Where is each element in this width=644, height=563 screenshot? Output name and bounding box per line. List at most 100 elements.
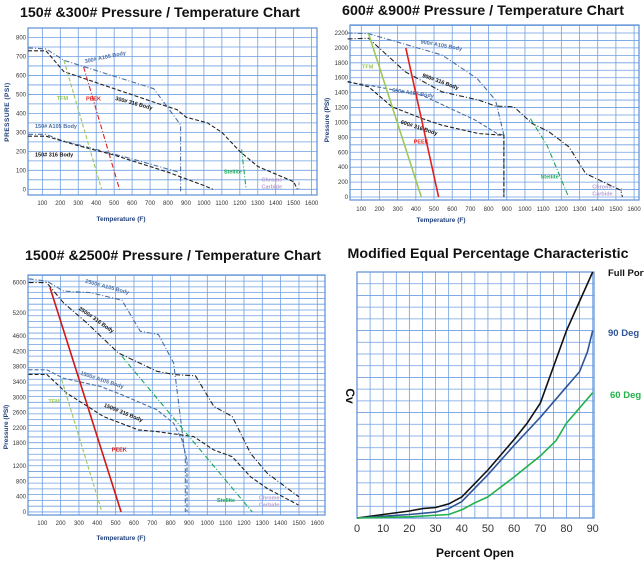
x-axis-label: Temperature (F) [97, 216, 146, 223]
x-tick-label: 1200 [555, 207, 569, 213]
x-axis-label: Temperature (F) [97, 535, 146, 542]
x-tick-label: 200 [56, 521, 67, 527]
plot-area: 100 200 300 400 500 600 700 800 900 1000 1100 1200 1… [16, 27, 319, 207]
series-line-150-316-body [28, 135, 214, 190]
x-tick-label: 100 [37, 201, 48, 207]
series-label-line: Carbide [592, 192, 612, 198]
series-line-1500-316-body [28, 373, 300, 506]
x-tick-label: 800 [166, 521, 177, 527]
series-line-tfm [63, 60, 103, 190]
series-line-stellite [121, 355, 253, 513]
x-tick-label: 1600 [305, 201, 319, 207]
y-tick-label: 6000 [13, 281, 27, 287]
x-tick-label: 1600 [627, 207, 641, 213]
plot-border [356, 271, 595, 519]
plot-border [349, 24, 640, 201]
x-tick-label: 50 [482, 523, 494, 535]
series-line-600-a105-body [347, 81, 505, 136]
series-label-line: TFM [362, 64, 374, 70]
x-tick-label: 1300 [573, 207, 587, 213]
y-tick-label: 500 [16, 92, 27, 98]
y-tick-label: 3000 [13, 395, 27, 401]
series-line-300-a105-body [27, 47, 182, 192]
x-tick-label: 400 [92, 521, 103, 527]
x-tick-label: 800 [484, 207, 495, 213]
x-tick-label: 900 [502, 207, 513, 213]
y-tick-label: 0 [23, 510, 27, 516]
x-tick-label: 900 [181, 201, 192, 207]
x-tick-label: 300 [393, 207, 404, 213]
y-tick-label: 1600 [335, 76, 349, 82]
series-label: 150# A105 Body [35, 124, 78, 130]
grid [349, 24, 640, 201]
x-tick-label: 1000 [518, 207, 532, 213]
x-tick-label: 40 [456, 523, 468, 535]
x-tick-label: 400 [91, 201, 102, 207]
series-label: Stellite [217, 498, 235, 504]
x-tick-label: 70 [534, 523, 546, 535]
series-label-line: TFM [57, 96, 69, 102]
y-tick-label: 1200 [335, 106, 349, 112]
series-label: Stellite [224, 169, 242, 175]
y-tick-label: 1400 [335, 91, 349, 97]
y-tick-label: 3800 [13, 365, 27, 371]
series-label-line: PEEK [112, 448, 127, 454]
x-tick-label: 80 [560, 523, 572, 535]
x-tick-label: 600 [127, 201, 138, 207]
series-label: Chrome Carbide [592, 185, 613, 198]
series-label: PEEK [86, 96, 101, 102]
series-label-line: 2500# 316 Body [77, 306, 115, 335]
x-tick-label: 1500 [287, 201, 301, 207]
x-tick-label: 500 [429, 207, 440, 213]
y-axis-label: PRESSURE (PSI) [4, 82, 11, 141]
x-tick-label: 1500 [609, 207, 623, 213]
series-label: TFM [48, 399, 60, 405]
y-tick-label: 4200 [13, 349, 27, 355]
series-line-900-316-body [347, 37, 623, 198]
y-tick-label: 5200 [13, 311, 27, 317]
x-tick-label: 0 [354, 523, 360, 535]
series-label: 300# A105 Body [84, 50, 127, 65]
x-tick-label: 900 [184, 521, 195, 527]
series-label: 900# 316 Body [421, 73, 460, 92]
series-line-stellite [529, 118, 570, 198]
legend-label: 90 Deg [608, 328, 639, 339]
x-tick-label: 200 [374, 207, 385, 213]
y-tick-label: 700 [16, 54, 27, 60]
y-tick-label: 1200 [13, 464, 27, 470]
x-tick-label: 1600 [311, 521, 325, 527]
y-tick-label: 4600 [13, 334, 27, 340]
series-line-peek [49, 287, 122, 513]
chart-150-300: 150# &300# Pressure / Temperature Chart … [4, 4, 319, 223]
y-tick-label: 400 [16, 495, 27, 501]
series-label-line: Stellite [224, 169, 242, 175]
y-tick-label: 600 [16, 73, 27, 79]
y-tick-label: 1800 [335, 61, 349, 67]
y-tick-label: 400 [16, 111, 27, 117]
chart-title: Modified Equal Percentage Characteristic [348, 245, 629, 261]
plot-area: 0 10 20 30 40 50 60 70 80 90 Full Port 90 Deg 60 Deg [354, 268, 644, 535]
y-tick-label: 800 [16, 35, 27, 41]
chart-title: 1500# &2500# Pressure / Temperature Char… [25, 247, 321, 263]
y-tick-label: 0 [345, 195, 349, 201]
y-tick-label: 100 [16, 168, 27, 174]
series-label: PEEK [414, 140, 429, 146]
legend-label: 60 Deg [610, 390, 641, 401]
chart-600-900: 600# &900# Pressure / Temperature Chart … [324, 2, 641, 224]
series-line-tfm [61, 379, 103, 513]
x-axis-label: Temperature (F) [417, 217, 466, 224]
series-label: TFM [57, 96, 69, 102]
x-tick-label: 700 [465, 207, 476, 213]
x-tick-label: 90 [587, 523, 599, 535]
series-label: 1500# A105 Body [79, 371, 125, 391]
y-tick-label: 800 [16, 479, 27, 485]
x-tick-label: 1400 [591, 207, 605, 213]
series-line-300-316-body [28, 50, 298, 190]
chart-title: 600# &900# Pressure / Temperature Chart [342, 2, 624, 18]
x-tick-label: 500 [109, 201, 120, 207]
series-label: 150# 316 Body [35, 153, 74, 159]
x-tick-label: 100 [356, 207, 367, 213]
series-label-line: TFM [48, 399, 60, 405]
